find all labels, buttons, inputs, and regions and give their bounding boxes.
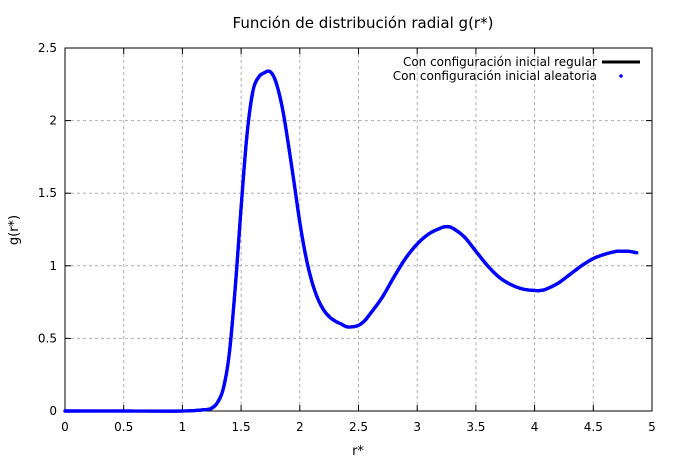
- plot-border: [64, 47, 653, 412]
- x-tick-label: 2.5: [349, 420, 368, 434]
- grid-lines: [65, 48, 652, 411]
- x-axis-ticks: 0 0.5 1 1.5 2 2.5 3 3.5 4 4.5 5: [61, 48, 656, 434]
- x-tick-label: 0.5: [114, 420, 133, 434]
- legend: Con configuración inicial regular Con co…: [393, 55, 640, 83]
- y-tick-label: 1: [49, 259, 57, 273]
- x-tick-label: 4: [531, 420, 539, 434]
- x-tick-label: 1: [179, 420, 187, 434]
- x-tick-label: 2: [296, 420, 304, 434]
- x-tick-label: 5: [648, 420, 656, 434]
- chart-title: Función de distribución radial g(r*): [233, 14, 494, 32]
- y-tick-label: 0.5: [38, 331, 57, 345]
- series-aleatoria-points: [63, 69, 639, 413]
- y-axis-ticks: 0 0.5 1 1.5 2 2.5: [38, 41, 652, 418]
- y-tick-label: 2: [49, 114, 57, 128]
- series-regular-path: [64, 69, 638, 413]
- x-axis-label: r*: [352, 444, 364, 459]
- y-axis-label: g(r*): [7, 215, 22, 245]
- x-tick-label: 0: [61, 420, 69, 434]
- legend-label-aleatoria: Con configuración inicial aleatoria: [393, 69, 597, 83]
- y-tick-label: 2.5: [38, 41, 57, 55]
- y-tick-label: 1.5: [38, 186, 57, 200]
- series-regular-line: [64, 69, 638, 413]
- data-point: [635, 251, 639, 255]
- y-tick-label: 0: [49, 404, 57, 418]
- x-tick-label: 4.5: [584, 420, 603, 434]
- x-tick-label: 1.5: [232, 420, 251, 434]
- legend-swatch-aleatoria: [619, 74, 623, 78]
- x-tick-label: 3: [413, 420, 421, 434]
- x-tick-label: 3.5: [466, 420, 485, 434]
- legend-label-regular: Con configuración inicial regular: [403, 55, 597, 69]
